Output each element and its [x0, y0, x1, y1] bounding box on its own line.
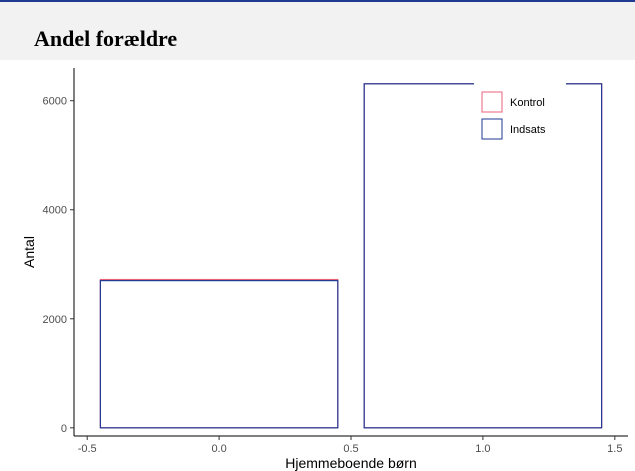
x-ticks: -0.5 0.0 0.5 1.0 1.5: [78, 436, 622, 455]
top-rule: [0, 0, 635, 2]
x-tick-label: 0.0: [211, 443, 226, 455]
legend-label-indsats: Indsats: [510, 124, 546, 136]
y-tick-label: 0: [61, 423, 67, 435]
legend-key-kontrol: [481, 91, 503, 113]
x-tick-label: 1.0: [475, 443, 490, 455]
y-axis-title: Antal: [21, 236, 37, 268]
bar-kontrol-0: [99, 278, 339, 429]
legend: Kontrol Indsats: [474, 82, 566, 146]
y-tick-label: 2000: [43, 314, 67, 326]
x-tick-label: -0.5: [78, 443, 97, 455]
x-axis-title: Hjemmeboende børn: [285, 455, 417, 471]
legend-background: [474, 82, 566, 146]
legend-label-kontrol: Kontrol: [510, 97, 545, 109]
y-ticks: 0 2000 4000 6000: [43, 96, 74, 435]
page-header: [0, 2, 635, 60]
y-tick-label: 6000: [43, 96, 67, 108]
y-tick-label: 4000: [43, 205, 67, 217]
bar-indsats-0: [99, 280, 339, 429]
legend-key-indsats: [481, 118, 503, 140]
x-tick-label: 0.5: [343, 443, 358, 455]
page-title: Andel forældre: [34, 26, 178, 51]
histogram-chart: 0 2000 4000 6000 -0.5 0.0 0.5 1.0 1.5 Hj…: [21, 68, 628, 471]
x-tick-label: 1.5: [607, 443, 622, 455]
